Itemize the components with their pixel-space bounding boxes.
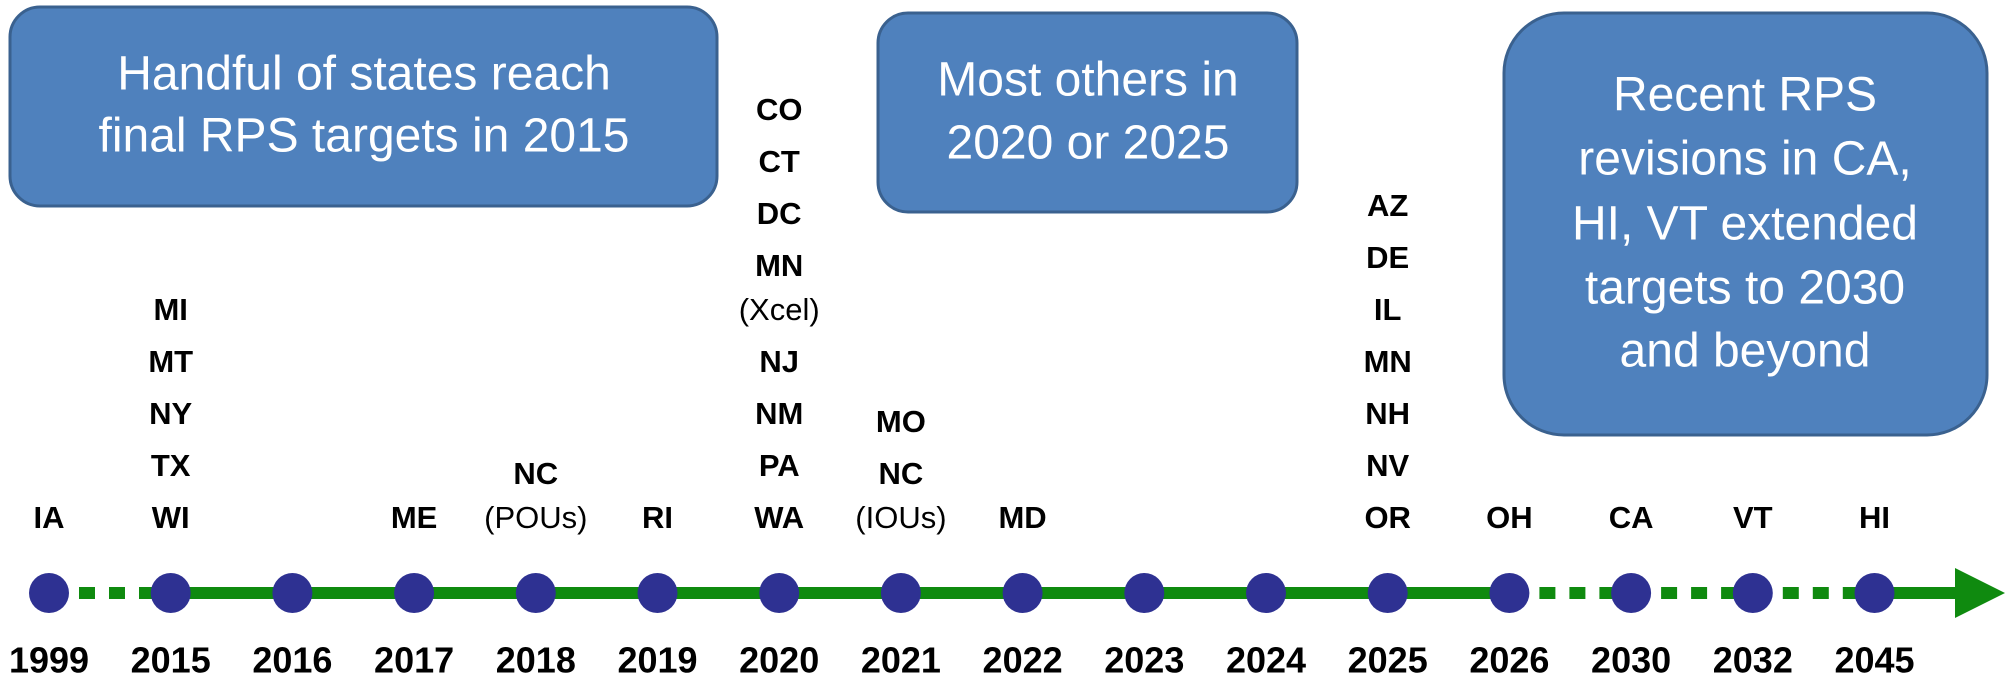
state-label: WI — [152, 500, 190, 535]
timeline-dot — [1611, 573, 1652, 613]
year-label: 2020 — [739, 640, 819, 681]
state-note: (IOUs) — [855, 500, 946, 535]
state-label: MN — [1364, 344, 1412, 379]
state-label: MT — [148, 344, 193, 379]
year-label: 2030 — [1591, 640, 1671, 681]
state-label: IL — [1374, 292, 1402, 327]
timeline-dot — [29, 573, 69, 613]
state-label: MN — [755, 248, 803, 283]
timeline-dot — [150, 573, 191, 613]
year-label: 2016 — [252, 640, 332, 681]
callout-text: Recent RPS — [1613, 69, 1877, 122]
year-label: 2026 — [1469, 640, 1549, 681]
state-label: IA — [34, 500, 65, 535]
callout-box — [1502, 11, 1989, 437]
state-label: CT — [759, 144, 800, 179]
state-label: VT — [1733, 500, 1773, 535]
year-label: 1999 — [9, 640, 89, 681]
callout-text: revisions in CA, — [1578, 133, 1911, 186]
timeline-dot — [1854, 573, 1895, 613]
year-label: 2023 — [1104, 640, 1184, 681]
timeline-dot — [1367, 573, 1408, 613]
state-label: MO — [876, 404, 926, 439]
timeline-dot — [1246, 573, 1286, 613]
state-note: (Xcel) — [739, 292, 820, 327]
state-label: TX — [151, 448, 191, 483]
year-label: 2015 — [131, 640, 211, 681]
state-label: DC — [757, 196, 802, 231]
state-label: HI — [1859, 500, 1890, 535]
year-label: 2045 — [1834, 640, 1914, 681]
callout-text: 2020 or 2025 — [947, 117, 1230, 170]
state-label: RI — [642, 500, 673, 535]
state-label: NV — [1366, 448, 1409, 483]
timeline-dot — [1489, 573, 1530, 613]
state-label: MD — [998, 500, 1046, 535]
timeline-dot — [1124, 573, 1165, 613]
callout-text: HI, VT extended — [1572, 198, 1918, 251]
state-label: NH — [1365, 396, 1410, 431]
timeline-dot — [637, 573, 678, 613]
callout-text: Most others in — [937, 54, 1238, 107]
timeline-dot — [759, 573, 800, 613]
state-label: AZ — [1367, 188, 1408, 223]
state-label: NJ — [759, 344, 799, 379]
year-label: 2025 — [1348, 640, 1428, 681]
callout-box — [8, 5, 719, 208]
state-label: OR — [1364, 500, 1411, 535]
callout-text: Handful of states reach — [117, 48, 611, 101]
year-label: 2022 — [983, 640, 1063, 681]
callout-text: and beyond — [1620, 325, 1871, 378]
state-label: WA — [754, 500, 804, 535]
state-label: PA — [759, 448, 800, 483]
year-label: 2032 — [1713, 640, 1793, 681]
state-label: ME — [391, 500, 438, 535]
state-note: (POUs) — [484, 500, 587, 535]
state-label: NM — [755, 396, 803, 431]
state-label: DE — [1366, 240, 1409, 275]
timeline-dot — [1732, 573, 1773, 613]
arrow-head — [1955, 568, 2005, 618]
callout-text: targets to 2030 — [1585, 262, 1905, 315]
state-label: NY — [149, 396, 192, 431]
year-label: 2024 — [1226, 640, 1306, 681]
state-label: OH — [1486, 500, 1533, 535]
year-label: 2018 — [496, 640, 576, 681]
state-label: CA — [1609, 500, 1654, 535]
timeline-dot — [272, 573, 313, 613]
state-label: CO — [756, 92, 803, 127]
timeline-dot — [515, 573, 556, 613]
state-label: NC — [513, 456, 558, 491]
state-label: NC — [879, 456, 924, 491]
timeline-dot — [394, 573, 435, 613]
year-label: 2021 — [861, 640, 941, 681]
year-label: 2017 — [374, 640, 454, 681]
callout-text: final RPS targets in 2015 — [99, 110, 630, 163]
state-label: MI — [153, 292, 187, 327]
timeline-dot — [1002, 573, 1043, 613]
timeline-dot — [880, 573, 921, 613]
callout-box — [876, 11, 1299, 214]
year-label: 2019 — [617, 640, 697, 681]
